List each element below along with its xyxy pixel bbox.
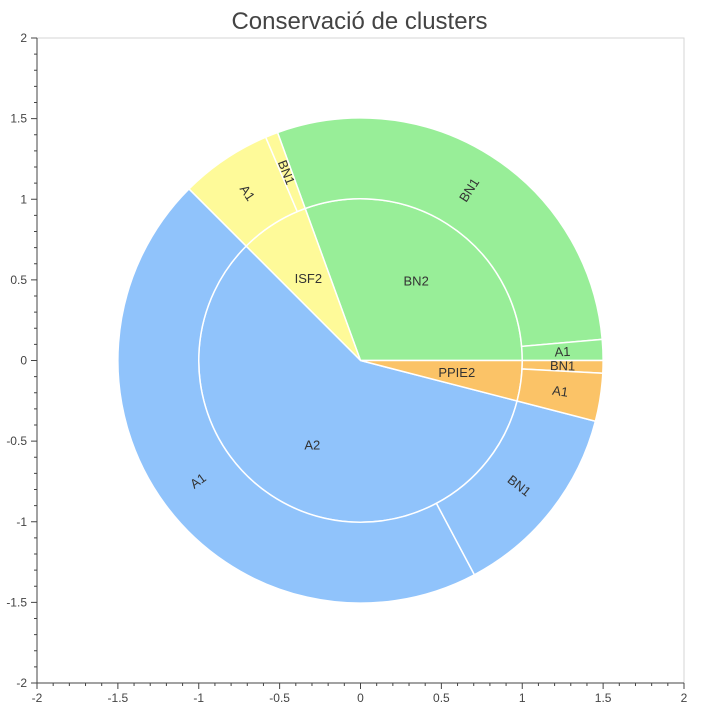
y-tick-label: -0.5 bbox=[6, 434, 27, 448]
x-tick-label: 1 bbox=[519, 691, 526, 705]
x-tick-label: 2 bbox=[681, 691, 688, 705]
outer-segment-label: A1 bbox=[237, 182, 258, 204]
y-tick-label: 1 bbox=[20, 192, 27, 206]
chart-title: Conservació de clusters bbox=[231, 8, 488, 35]
y-tick-label: 0 bbox=[20, 354, 27, 368]
y-tick-label: 0.5 bbox=[10, 273, 27, 287]
y-tick-label: 2 bbox=[20, 31, 27, 45]
x-tick-label: -2 bbox=[32, 691, 43, 705]
y-tick-label: -2 bbox=[16, 676, 27, 690]
inner-segment-label: BN2 bbox=[404, 274, 429, 289]
outer-segment-a1-7 bbox=[516, 368, 604, 423]
outer-segment-bn1-0 bbox=[276, 117, 604, 348]
x-tick-label: 0.5 bbox=[433, 691, 450, 705]
outer-segment-label: A1 bbox=[554, 344, 571, 360]
inner-segment-label: PPIE2 bbox=[438, 365, 475, 380]
inner-segment-label: A2 bbox=[304, 437, 320, 452]
outer-segment-a1-1 bbox=[520, 338, 604, 362]
x-tick-label: 0 bbox=[357, 691, 364, 705]
x-tick-label: -1 bbox=[193, 691, 204, 705]
outer-segment-label: A1 bbox=[551, 383, 569, 400]
outer-segment-label: BN1 bbox=[550, 358, 576, 374]
outer-segment-a1-4 bbox=[117, 187, 476, 604]
outer-segment-bn1-3 bbox=[264, 131, 307, 213]
inner-segment-label: ISF2 bbox=[295, 271, 322, 286]
x-tick-label: -0.5 bbox=[269, 691, 290, 705]
y-tick-label: -1.5 bbox=[6, 595, 27, 609]
x-tick-label: 1.5 bbox=[595, 691, 612, 705]
y-tick-label: 1.5 bbox=[10, 112, 27, 126]
y-tick-label: -1 bbox=[16, 515, 27, 529]
x-tick-label: -1.5 bbox=[108, 691, 129, 705]
